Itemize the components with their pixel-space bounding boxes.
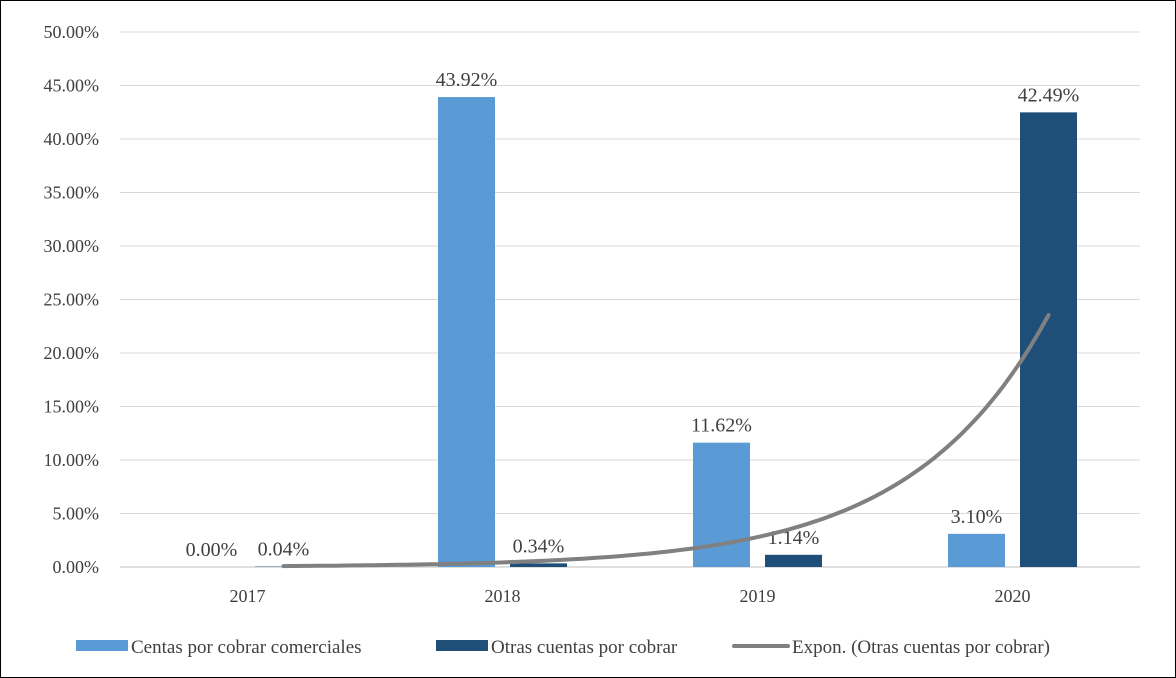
- data-label: 43.92%: [436, 69, 498, 91]
- data-label: 0.00%: [186, 539, 238, 561]
- y-tick-label: 45.00%: [44, 76, 100, 96]
- y-tick-label: 35.00%: [44, 183, 100, 203]
- x-tick-label: 2019: [740, 586, 776, 606]
- x-tick-label: 2018: [485, 586, 521, 606]
- y-tick-label: 0.00%: [53, 557, 100, 577]
- y-tick-label: 20.00%: [44, 343, 100, 363]
- legend-label: Centas por cobrar comerciales: [131, 637, 362, 658]
- legend-label: Otras cuentas por cobrar: [491, 637, 678, 658]
- y-tick-label: 50.00%: [44, 22, 100, 42]
- y-tick-label: 30.00%: [44, 236, 100, 256]
- legend-swatch: [436, 640, 488, 651]
- bar: [765, 554, 822, 567]
- y-tick-label: 25.00%: [44, 290, 100, 310]
- bar: [510, 563, 567, 567]
- data-label: 3.10%: [951, 506, 1003, 528]
- bar: [948, 533, 1005, 567]
- data-label: 0.04%: [258, 539, 310, 561]
- bar: [1020, 112, 1077, 568]
- y-tick-label: 15.00%: [44, 397, 100, 417]
- x-tick-label: 2017: [230, 586, 266, 606]
- y-tick-label: 40.00%: [44, 129, 100, 149]
- data-label: 42.49%: [1018, 84, 1080, 106]
- legend-swatch: [76, 640, 128, 651]
- y-tick-label: 10.00%: [44, 450, 100, 470]
- data-label: 11.62%: [691, 415, 752, 437]
- legend-label: Expon. (Otras cuentas por cobrar): [792, 637, 1050, 658]
- x-tick-label: 2020: [995, 586, 1031, 606]
- bar: [438, 97, 495, 567]
- trendline: [281, 313, 1051, 569]
- y-tick-label: 5.00%: [53, 504, 100, 524]
- data-label: 0.34%: [513, 535, 565, 557]
